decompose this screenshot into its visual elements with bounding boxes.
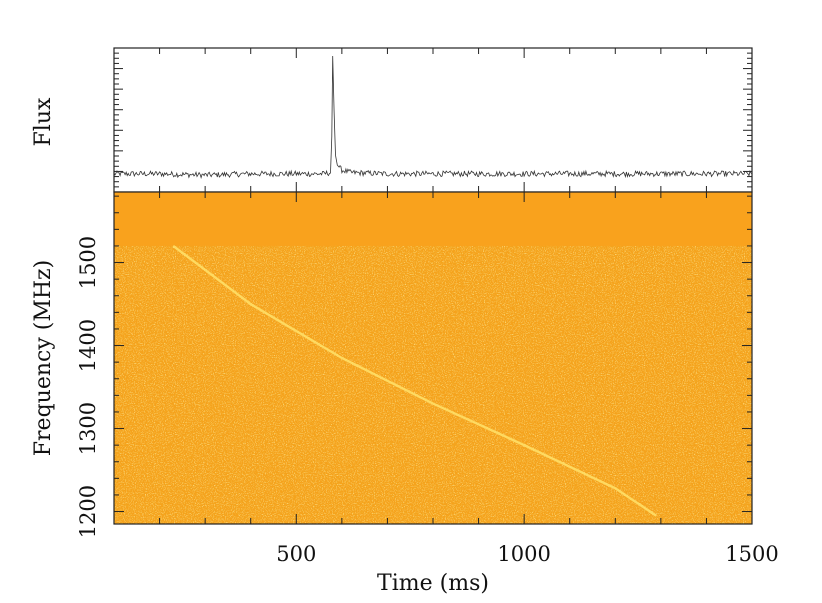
flagged-band	[114, 192, 752, 246]
flux-axis-label: Flux	[31, 97, 56, 146]
spectrogram-panel	[113, 191, 753, 525]
x-tick-label: 500	[276, 542, 316, 566]
flux-panel-frame	[113, 47, 753, 193]
y-tick-label: 1300	[76, 402, 100, 455]
y-tick-labels: 1200 1300 1400 1500	[76, 236, 100, 538]
flux-panel-ticks	[113, 47, 753, 193]
x-tick-label: 1500	[725, 542, 778, 566]
flux-series-line	[113, 55, 753, 179]
x-tick-label: 1000	[497, 542, 550, 566]
x-tick-labels: 500 1000 1500	[276, 542, 778, 566]
y-tick-label: 1500	[76, 236, 100, 289]
frequency-axis-label: Frequency (MHz)	[31, 260, 56, 456]
spectrogram-noise-bright	[114, 192, 752, 524]
spectrogram-ticks	[113, 192, 753, 524]
y-tick-label: 1200	[76, 485, 100, 538]
time-axis-label: Time (ms)	[377, 571, 489, 596]
y-tick-label: 1400	[76, 319, 100, 372]
flux-panel	[113, 47, 753, 193]
dispersed-sweep-line	[172, 244, 657, 517]
